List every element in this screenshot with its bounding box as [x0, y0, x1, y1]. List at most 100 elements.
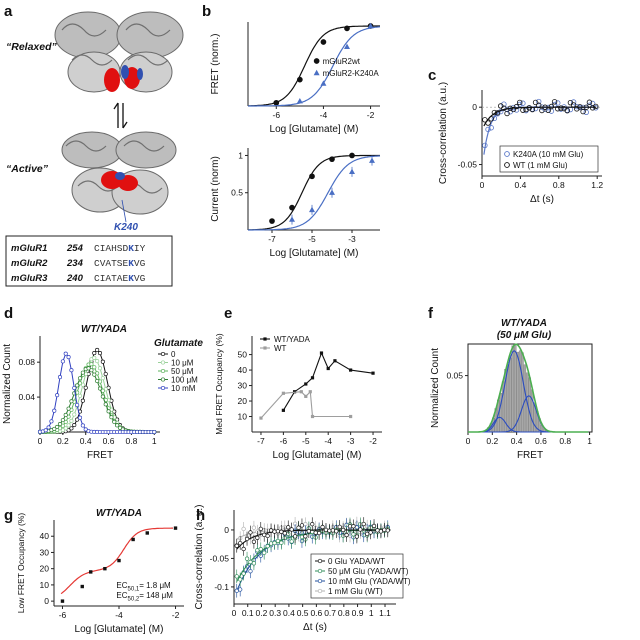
data-point: [259, 416, 263, 420]
y-tick-label: 0: [472, 102, 477, 112]
data-point: [369, 157, 375, 163]
legend-marker: [160, 360, 166, 365]
y-tick-label: 30: [238, 381, 248, 391]
x-tick-label: -6: [273, 110, 281, 120]
data-point: [501, 105, 507, 111]
chart-subtitle: (50 μM Glu): [497, 330, 552, 341]
data-point: [523, 106, 529, 113]
y-axis-label: Normalized Count: [2, 344, 13, 424]
x-axis-label: FRET: [87, 450, 113, 461]
data-point: [89, 362, 94, 367]
x-tick-label: 1: [587, 436, 592, 446]
data-point: [507, 105, 513, 112]
legend-marker: [317, 578, 323, 584]
x-tick-label: 1: [152, 436, 157, 446]
data-point: [306, 529, 311, 534]
alignment-row: mGluR1 254 CIAHSDKIY: [11, 243, 146, 254]
y-tick-label: -0.05: [210, 553, 230, 563]
x-tick-label: 0.8: [126, 436, 138, 446]
fit-curve-1: [248, 155, 381, 231]
data-point: [589, 105, 596, 111]
data-point: [555, 106, 561, 112]
legend-entry: 50 μM: [171, 367, 194, 376]
data-point: [273, 99, 280, 106]
data-point: [485, 120, 491, 126]
ec50-value: = 1.8 μM: [139, 581, 171, 590]
data-point: [72, 412, 77, 417]
data-point: [80, 398, 85, 403]
histogram-bar: [499, 393, 502, 433]
data-point: [60, 359, 65, 364]
x-tick-label: -2: [367, 110, 375, 120]
legend-marker: [263, 346, 267, 350]
x-axis-label: Log [Glutamate] (M): [270, 248, 359, 259]
data-point: [526, 105, 532, 111]
x-tick-label: 1.2: [591, 180, 603, 190]
chart-e-med-fret-occupancy: -7 -6 -5 -4 -3 -2 10 20 30 40 50 Log [Glutamate] (M…: [214, 333, 382, 461]
conserved-lysine: K: [128, 258, 134, 269]
legend-marker: [313, 69, 320, 76]
legend-entry: WT/YADA: [274, 335, 311, 344]
data-point: [296, 98, 303, 104]
alignment-row: mGluR2 234 CVATSEKVG: [11, 258, 146, 269]
data-point: [299, 534, 305, 540]
histogram-bar: [506, 364, 510, 433]
chart-g-low-fret-occupancy: -6 -4 -2 0 10 20 30 40 Log [Glutamate] (M) Low FR…: [16, 508, 184, 635]
data-point: [248, 530, 253, 535]
data-point: [567, 99, 574, 106]
x-axis-label: FRET: [517, 450, 543, 461]
data-point: [66, 355, 71, 360]
data-point: [299, 523, 305, 528]
data-point: [60, 428, 65, 433]
data-point: [238, 540, 243, 546]
data-point: [520, 100, 526, 106]
data-point: [340, 527, 346, 533]
legend-marker: [317, 588, 323, 594]
data-point: [545, 107, 551, 114]
k240-residue-label: K240: [114, 222, 138, 233]
data-point: [238, 587, 243, 592]
chart-b-current-dose-response: -7 -5 -3 0.5 1 Log [Glutamate] (M) Current (no…: [210, 148, 381, 259]
ec50-subscript: 50,1: [128, 587, 140, 593]
data-point: [152, 429, 157, 435]
data-point: [292, 534, 298, 539]
x-tick-label: 0.6: [535, 436, 547, 446]
x-tick-label: -4: [320, 110, 328, 120]
data-point: [281, 408, 285, 412]
data-point: [244, 536, 250, 542]
y-tick-label: 0.05: [446, 371, 463, 381]
x-tick-label: 0.8: [559, 436, 571, 446]
two-site-fit-curve: [60, 527, 173, 595]
data-point: [504, 110, 510, 117]
y-tick-label: 20: [40, 564, 50, 574]
x-tick-label: 0.5: [297, 608, 309, 618]
data-point: [555, 100, 561, 106]
data-point: [77, 393, 83, 398]
data-point: [117, 558, 121, 563]
data-point: [63, 419, 68, 424]
y-tick-label: 40: [238, 365, 248, 375]
x-tick-label: 0.2: [57, 436, 69, 446]
legend-marker: [160, 385, 166, 391]
data-point: [310, 521, 315, 527]
data-point: [92, 351, 97, 356]
data-point: [234, 588, 239, 593]
data-point: [103, 371, 108, 377]
data-point: [304, 382, 308, 386]
data-point: [371, 523, 377, 529]
residue-number: 254: [66, 243, 84, 254]
data-point: [52, 408, 57, 413]
sequence-suffix: IY: [134, 243, 146, 254]
y-tick-label: 1: [238, 150, 243, 160]
x-tick-label: -6: [280, 436, 288, 446]
y-tick-label: 10: [40, 580, 50, 590]
data-point: [304, 394, 308, 398]
x-tick-label: -4: [115, 610, 123, 620]
y-tick-label: 10: [238, 412, 248, 422]
data-point: [80, 423, 85, 428]
data-point: [60, 599, 65, 603]
data-point: [66, 414, 71, 419]
alignment-box: [5, 235, 173, 287]
legend-entry: mGluR2-K240A: [323, 69, 380, 78]
